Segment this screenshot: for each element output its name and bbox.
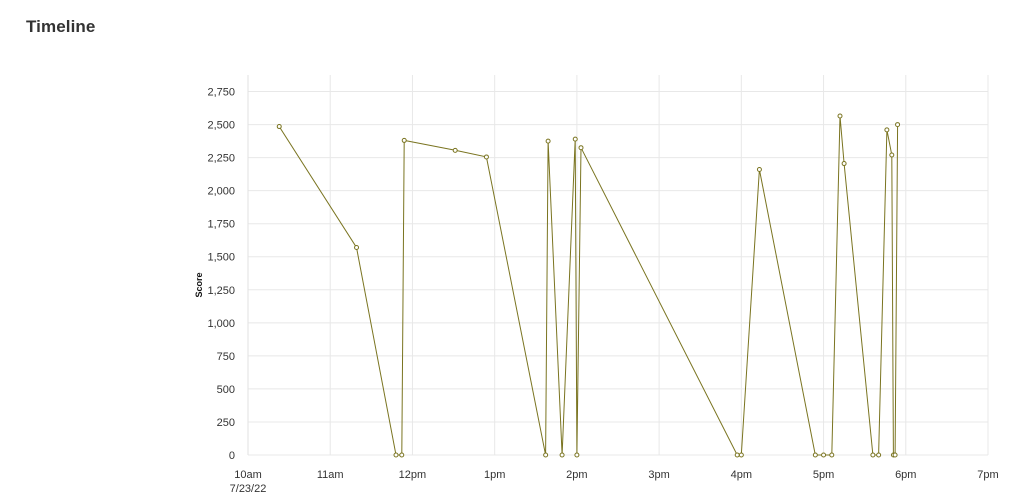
tick-labels: 0 250 500 750 1,000 1,250 1,500 1,750 2,000 2,250… — [207, 87, 998, 492]
x-tick-label: 12pm — [399, 469, 427, 481]
y-tick-label: 2,500 — [207, 120, 235, 132]
y-tick-label: 2,750 — [207, 87, 235, 99]
y-tick-label: 1,750 — [207, 219, 235, 231]
data-point[interactable] — [393, 452, 399, 458]
x-tick-label: 4pm — [731, 469, 752, 481]
data-point[interactable] — [578, 145, 584, 151]
data-point[interactable] — [483, 154, 489, 160]
y-tick-label: 2,250 — [207, 153, 235, 165]
y-tick-label: 750 — [217, 351, 235, 363]
data-point[interactable] — [895, 122, 901, 128]
x-tick-label: 6pm — [895, 469, 916, 481]
data-point[interactable] — [559, 452, 565, 458]
y-tick-label: 1,250 — [207, 285, 235, 297]
page-title: Timeline — [26, 17, 96, 36]
y-tick-label: 0 — [229, 450, 235, 462]
x-tick-label: 11am — [317, 469, 344, 481]
data-point[interactable] — [812, 452, 818, 458]
x-tick-label: 2pm — [566, 469, 587, 481]
data-point[interactable] — [545, 138, 551, 144]
x-tick-label: 10am — [234, 469, 262, 481]
y-axis-title: Score — [194, 272, 204, 297]
data-point[interactable] — [756, 167, 762, 173]
data-point[interactable] — [276, 124, 282, 130]
data-point[interactable] — [543, 452, 549, 458]
data-point[interactable] — [734, 452, 740, 458]
x-tick-label: 3pm — [648, 469, 669, 481]
data-point[interactable] — [884, 127, 890, 133]
x-tick-date-label: 7/23/22 — [230, 483, 267, 492]
x-tick-label: 5pm — [813, 469, 834, 481]
y-tick-label: 250 — [217, 417, 235, 429]
x-tick-label: 1pm — [484, 469, 505, 481]
data-point[interactable] — [821, 452, 827, 458]
grid — [247, 75, 989, 456]
data-point[interactable] — [574, 452, 580, 458]
data-point[interactable] — [738, 452, 744, 458]
x-tick-label: 7pm — [977, 469, 998, 481]
data-point[interactable] — [870, 452, 876, 458]
data-point[interactable] — [889, 152, 895, 158]
data-point[interactable] — [399, 452, 405, 458]
series — [276, 113, 901, 458]
series-line — [278, 115, 899, 456]
y-tick-label: 500 — [217, 384, 235, 396]
data-point[interactable] — [876, 452, 882, 458]
y-tick-label: 2,000 — [207, 186, 235, 198]
data-point[interactable] — [841, 161, 847, 167]
data-point[interactable] — [452, 147, 458, 153]
data-point[interactable] — [892, 452, 898, 458]
data-point[interactable] — [837, 113, 843, 119]
data-point[interactable] — [572, 136, 578, 142]
data-point[interactable] — [354, 244, 360, 250]
y-tick-label: 1,500 — [207, 252, 235, 264]
y-tick-label: 1,000 — [207, 318, 235, 330]
data-point[interactable] — [401, 137, 407, 143]
data-point[interactable] — [829, 452, 835, 458]
